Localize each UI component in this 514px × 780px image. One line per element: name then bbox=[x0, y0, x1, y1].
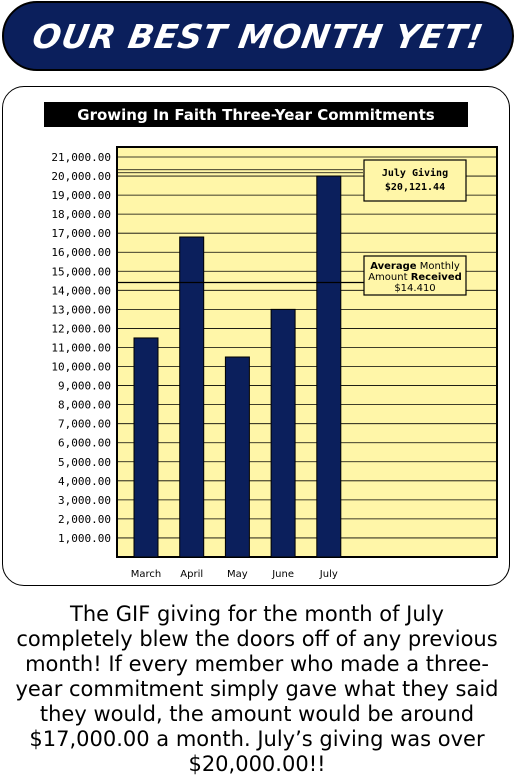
y-tick-label: 14,000.00 bbox=[51, 284, 111, 297]
x-tick-label: April bbox=[180, 569, 203, 580]
x-tick-label: July bbox=[319, 569, 338, 580]
caption-line: The GIF giving for the month of July bbox=[70, 602, 444, 626]
bar bbox=[224, 356, 250, 558]
average-callout bbox=[363, 255, 467, 296]
callout-text: $20,121.44 bbox=[385, 182, 445, 193]
y-tick-label: 20,000.00 bbox=[51, 170, 111, 183]
y-tick-label: 2,000.00 bbox=[58, 513, 111, 526]
bar bbox=[179, 236, 205, 558]
y-tick-label: 15,000.00 bbox=[51, 265, 111, 278]
y-tick-label: 5,000.00 bbox=[58, 456, 111, 469]
callout-text: $14.410 bbox=[394, 283, 435, 294]
caption-line: completely blew the doors off of any pre… bbox=[16, 627, 498, 651]
bar-chart: 1,000.00 2,000.00 3,000.00 4,000.00 5,000.00… bbox=[51, 146, 498, 580]
y-tick-label: 6,000.00 bbox=[58, 437, 111, 450]
y-tick-label: 16,000.00 bbox=[51, 246, 111, 259]
july-giving-callout bbox=[363, 159, 467, 202]
caption-line: month! If every member who made a three- bbox=[25, 652, 489, 676]
callout-text: Amount Received bbox=[368, 272, 462, 283]
caption-line: year commitment simply gave what they sa… bbox=[15, 677, 499, 701]
y-tick-label: 19,000.00 bbox=[51, 189, 111, 202]
y-tick-label: 18,000.00 bbox=[51, 208, 111, 221]
bar bbox=[133, 337, 159, 558]
plot-area bbox=[116, 146, 498, 558]
y-tick-label: 13,000.00 bbox=[51, 303, 111, 316]
chart-title: Growing In Faith Three-Year Commitments bbox=[44, 102, 468, 127]
y-tick-label: 7,000.00 bbox=[58, 418, 111, 431]
bar bbox=[270, 308, 296, 558]
y-tick-label: 17,000.00 bbox=[51, 227, 111, 240]
caption-line: $17,000.00 a month. July’s giving was ov… bbox=[29, 727, 485, 751]
callout-text: July Giving bbox=[382, 167, 448, 179]
y-tick-label: 4,000.00 bbox=[58, 475, 111, 488]
caption-line: they would, the amount would be around bbox=[39, 702, 475, 726]
y-tick-label: 12,000.00 bbox=[51, 322, 111, 335]
y-tick-label: 21,000.00 bbox=[51, 151, 111, 164]
caption-line: $20,000.00!! bbox=[188, 752, 326, 776]
y-tick-label: 9,000.00 bbox=[58, 380, 111, 393]
x-tick-label: May bbox=[227, 569, 248, 580]
x-tick-label: June bbox=[271, 569, 294, 580]
bar bbox=[316, 175, 342, 558]
y-tick-label: 3,000.00 bbox=[58, 494, 111, 507]
callout-text: Average Monthly bbox=[370, 261, 460, 272]
y-tick-label: 10,000.00 bbox=[51, 361, 111, 374]
y-tick-label: 11,000.00 bbox=[51, 341, 111, 354]
y-tick-label: 1,000.00 bbox=[58, 532, 111, 545]
x-tick-label: March bbox=[131, 569, 161, 580]
header-banner: OUR BEST MONTH YET! bbox=[2, 1, 514, 71]
caption: The GIF giving for the month of July com… bbox=[0, 602, 514, 777]
y-tick-label: 8,000.00 bbox=[58, 399, 111, 412]
